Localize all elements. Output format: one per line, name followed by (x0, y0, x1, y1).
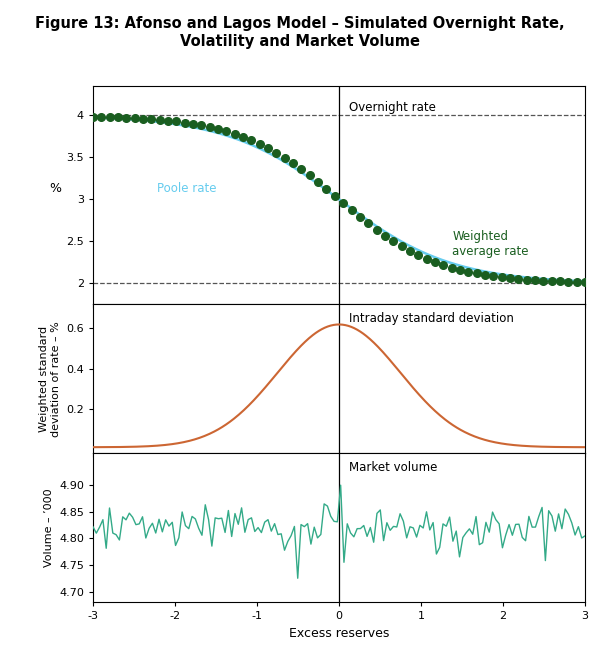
Text: Figure 13: Afonso and Lagos Model – Simulated Overnight Rate,
Volatility and Mar: Figure 13: Afonso and Lagos Model – Simu… (35, 16, 565, 49)
Text: Market volume: Market volume (349, 461, 437, 474)
X-axis label: Excess reserves: Excess reserves (289, 627, 389, 640)
Y-axis label: %: % (49, 182, 61, 195)
Text: Overnight rate: Overnight rate (349, 101, 436, 114)
Text: Intraday standard deviation: Intraday standard deviation (349, 312, 514, 325)
Text: Weighted
average rate: Weighted average rate (452, 230, 529, 258)
Text: Poole rate: Poole rate (157, 182, 217, 195)
Y-axis label: Volume – ’000: Volume – ’000 (44, 488, 53, 567)
Y-axis label: Weighted standard
deviation of rate – %: Weighted standard deviation of rate – % (39, 321, 61, 437)
